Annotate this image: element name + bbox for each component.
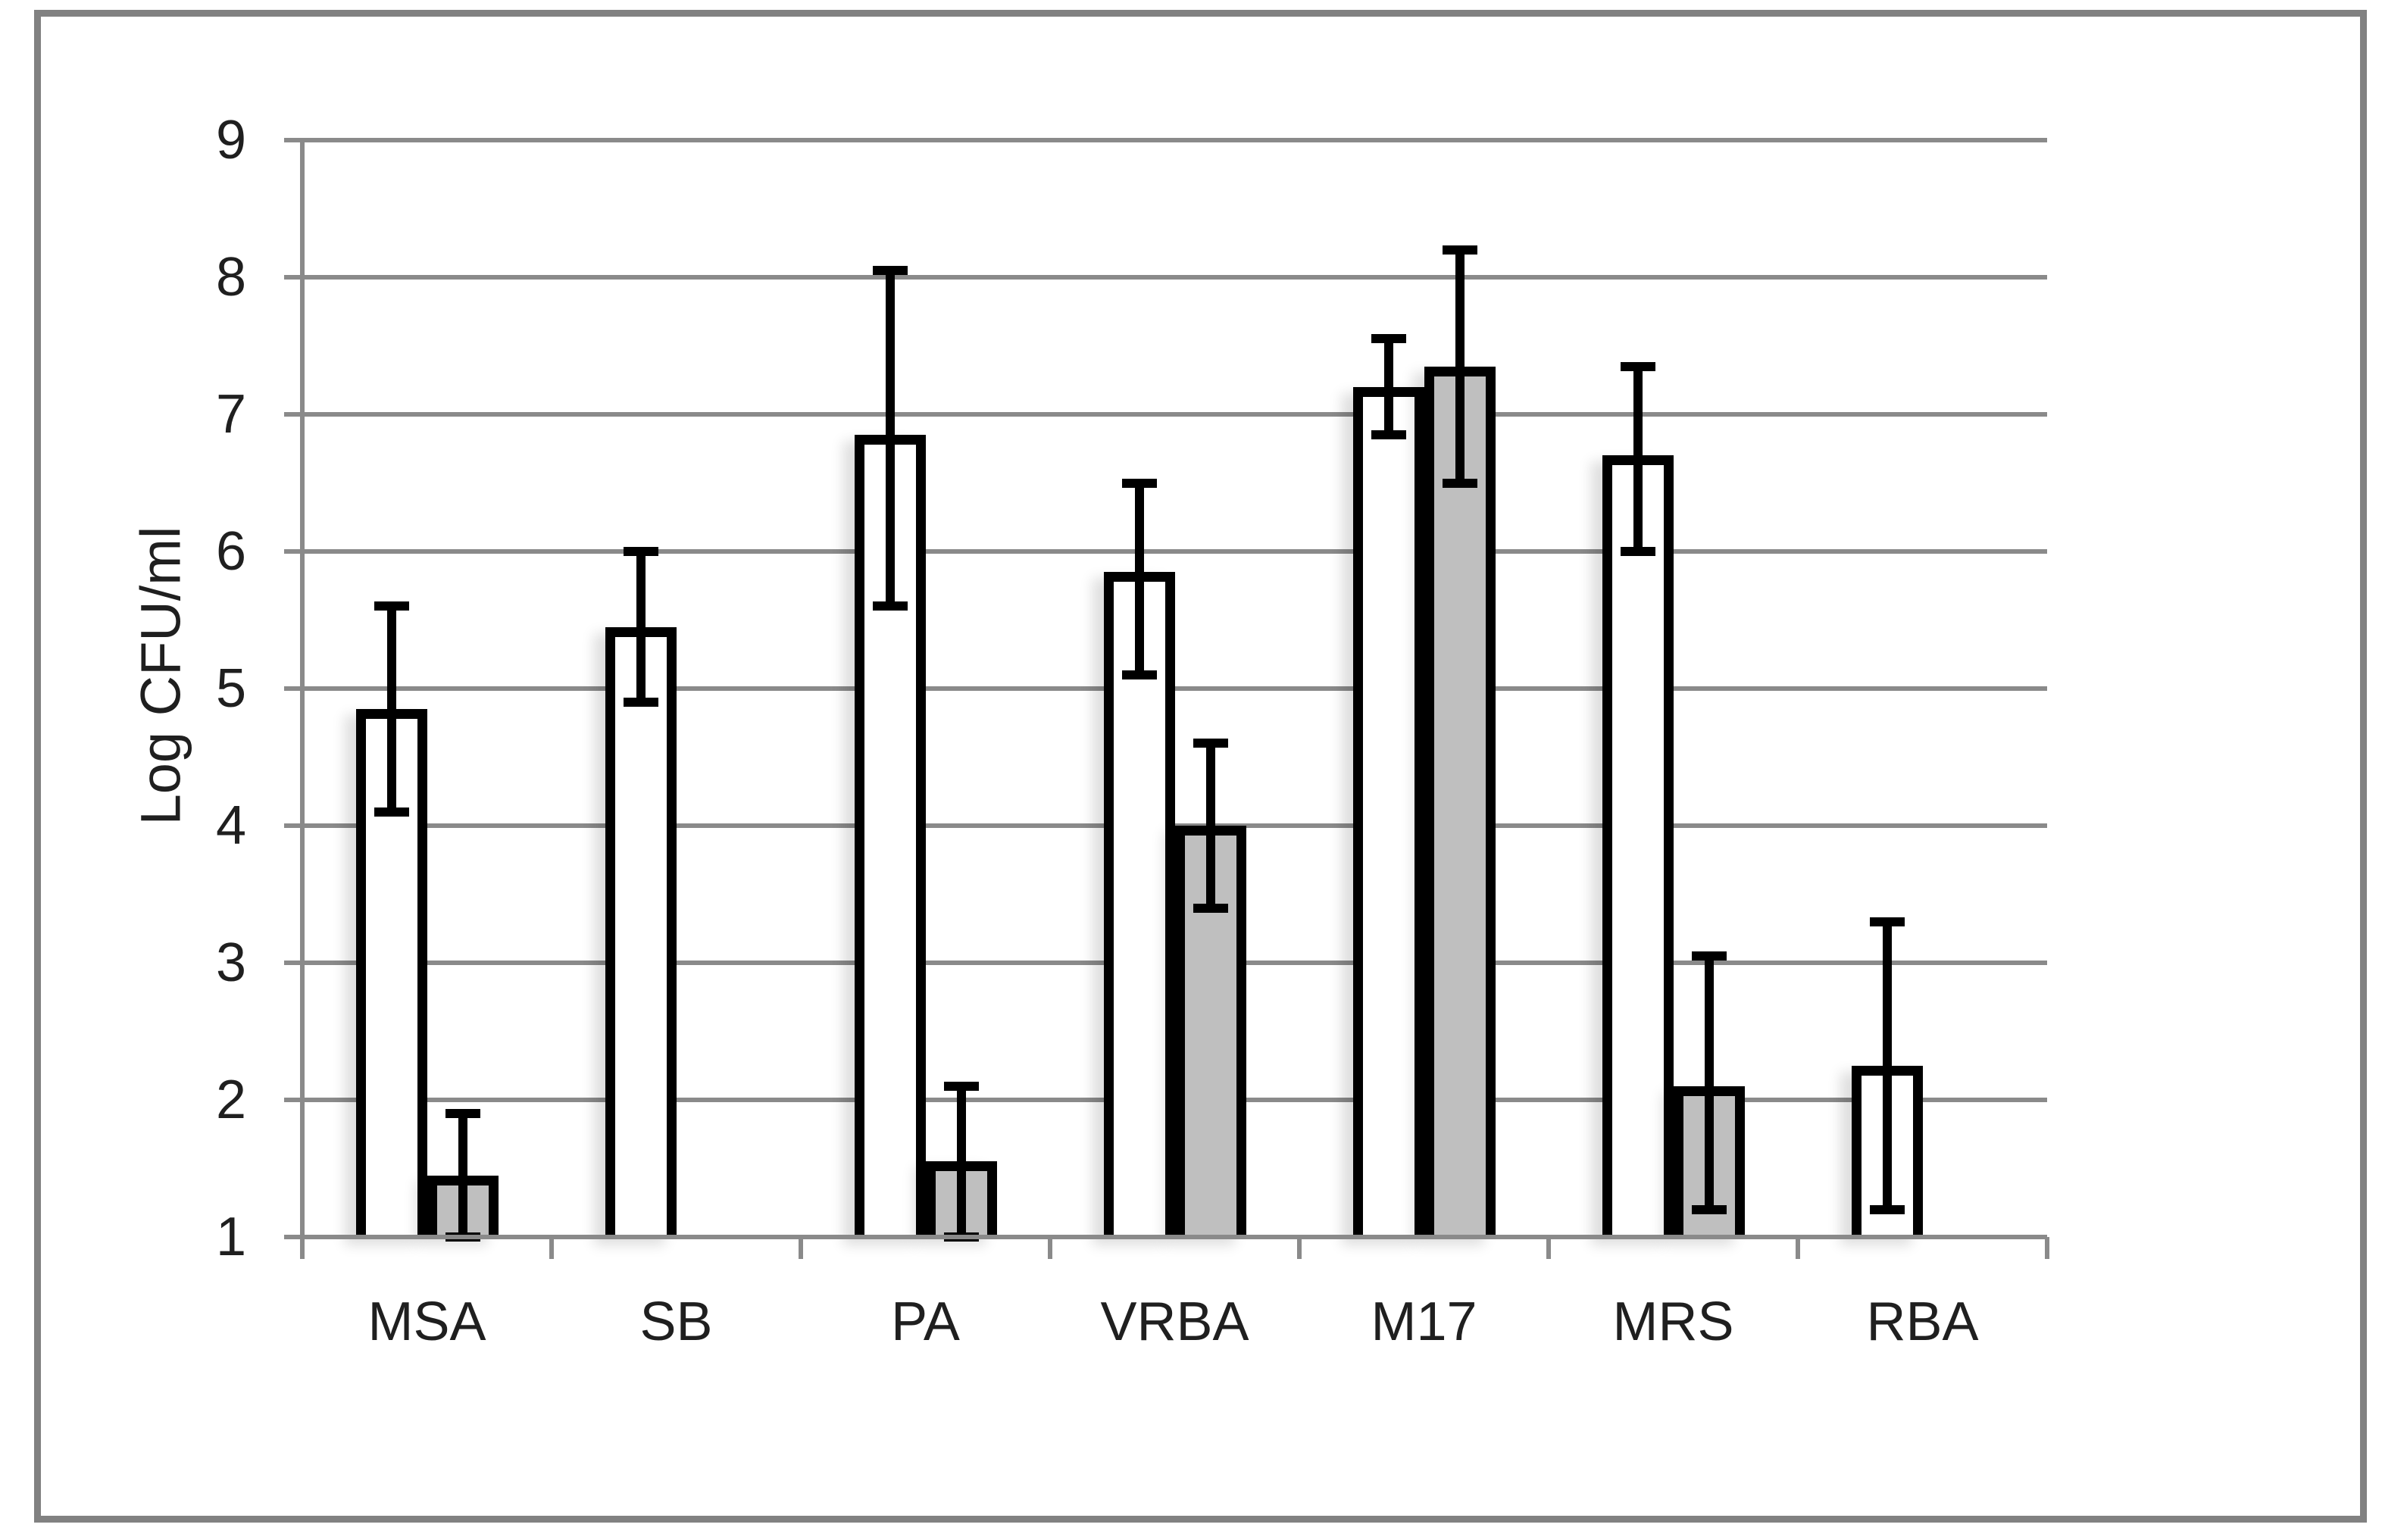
bar-VRBA-white-bars <box>1103 572 1175 1239</box>
error-bar-cap-bottom-SB-white-bars <box>623 698 658 708</box>
y-tick-label-5: 5 <box>215 658 246 719</box>
error-bar-cap-bottom-MRS-gray-bars <box>1691 1204 1727 1214</box>
y-tick-label-2: 2 <box>215 1070 246 1130</box>
error-bar-line-MRS-white-bars <box>1633 366 1643 551</box>
x-axis-tick-6 <box>1796 1237 1800 1259</box>
error-bar-cap-top-M17-gray-bars <box>1442 245 1477 255</box>
error-bar-cap-top-MSA-white-bars <box>374 601 409 611</box>
error-bar-line-MSA-white-bars <box>386 606 396 812</box>
error-bar-line-MSA-gray-bars <box>458 1114 467 1237</box>
y-axis-line <box>300 140 305 1259</box>
error-bar-cap-top-PA-gray-bars <box>943 1081 979 1091</box>
y-gridline-6 <box>284 549 2047 554</box>
x-axis-tick-5 <box>1546 1237 1551 1259</box>
error-bar-cap-bottom-VRBA-gray-bars <box>1193 903 1228 913</box>
x-tick-label-PA: PA <box>891 1292 960 1352</box>
x-axis-tick-3 <box>1048 1237 1052 1259</box>
x-tick-label-VRBA: VRBA <box>1100 1292 1249 1352</box>
error-bar-line-RBA-white-bars <box>1882 921 1892 1210</box>
error-bar-cap-bottom-RBA-white-bars <box>1869 1204 1905 1214</box>
y-tick-label-7: 7 <box>215 384 246 445</box>
error-bar-cap-top-VRBA-gray-bars <box>1193 739 1228 748</box>
x-tick-label-MRS: MRS <box>1612 1292 1734 1352</box>
error-bar-cap-bottom-M17-white-bars <box>1371 430 1406 440</box>
bar-SB-white-bars <box>605 626 677 1239</box>
error-bar-line-PA-white-bars <box>885 270 895 607</box>
error-bar-line-PA-gray-bars <box>956 1085 966 1237</box>
x-tick-label-RBA: RBA <box>1866 1292 1979 1352</box>
error-bar-cap-top-RBA-white-bars <box>1869 917 1905 926</box>
error-bar-line-MRS-gray-bars <box>1704 955 1714 1210</box>
y-gridline-9 <box>284 138 2047 142</box>
x-axis-tick-1 <box>549 1237 554 1259</box>
x-axis-tick-2 <box>799 1237 803 1259</box>
y-tick-label-8: 8 <box>215 247 246 308</box>
x-axis-tick-4 <box>1297 1237 1302 1259</box>
x-axis-line <box>284 1235 2047 1239</box>
x-tick-label-M17: M17 <box>1371 1292 1477 1352</box>
y-tick-label-1: 1 <box>215 1207 246 1267</box>
error-bar-cap-bottom-MRS-white-bars <box>1620 547 1655 556</box>
x-axis-tick-0 <box>300 1237 305 1259</box>
error-bar-cap-bottom-VRBA-white-bars <box>1121 670 1157 679</box>
error-bar-line-M17-white-bars <box>1383 339 1393 436</box>
error-bar-cap-top-MRS-white-bars <box>1620 361 1655 371</box>
error-bar-cap-bottom-PA-white-bars <box>872 601 908 611</box>
error-bar-cap-top-SB-white-bars <box>623 547 658 556</box>
error-bar-cap-top-M17-white-bars <box>1371 334 1406 344</box>
error-bar-cap-top-VRBA-white-bars <box>1121 478 1157 488</box>
y-tick-label-3: 3 <box>215 932 246 993</box>
error-bar-cap-top-MSA-gray-bars <box>445 1109 480 1119</box>
y-gridline-7 <box>284 412 2047 417</box>
error-bar-line-VRBA-white-bars <box>1134 483 1144 675</box>
error-bar-line-SB-white-bars <box>636 551 646 703</box>
bar-M17-white-bars <box>1352 386 1424 1239</box>
error-bar-line-M17-gray-bars <box>1455 249 1465 483</box>
y-tick-label-6: 6 <box>215 521 246 582</box>
error-bar-cap-top-PA-white-bars <box>872 265 908 275</box>
figure-border <box>34 10 2367 1523</box>
error-bar-line-VRBA-gray-bars <box>1205 743 1215 908</box>
y-gridline-8 <box>284 275 2047 280</box>
error-bar-cap-bottom-MSA-white-bars <box>374 807 409 817</box>
x-tick-label-MSA: MSA <box>367 1292 486 1352</box>
bar-MRS-white-bars <box>1602 455 1674 1239</box>
x-tick-label-SB: SB <box>639 1292 713 1352</box>
y-tick-label-9: 9 <box>215 110 246 170</box>
x-axis-tick-7 <box>2045 1237 2049 1259</box>
error-bar-cap-top-MRS-gray-bars <box>1691 951 1727 961</box>
error-bar-cap-bottom-M17-gray-bars <box>1442 478 1477 488</box>
bar-M17-gray-bars <box>1424 366 1496 1239</box>
y-tick-label-4: 4 <box>215 795 246 856</box>
